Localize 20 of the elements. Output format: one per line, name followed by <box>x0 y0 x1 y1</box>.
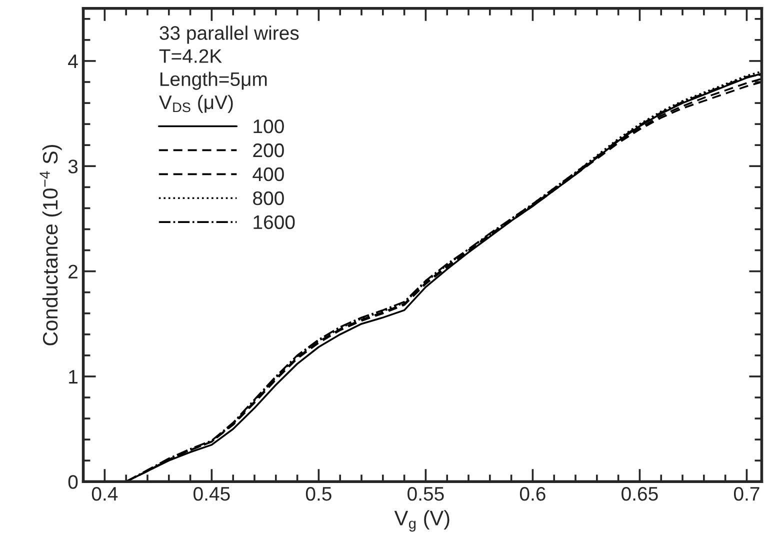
x-tick-label: 0.5 <box>306 486 332 501</box>
legend-label: 100 <box>254 119 284 134</box>
x-axis-title: V$_{g}$ (V) <box>394 510 450 532</box>
y-tick-label: 1 <box>69 370 78 384</box>
x-tick-label: 0.6 <box>520 486 546 501</box>
y-tick-label: 2 <box>68 264 78 278</box>
legend-label: 800 <box>253 191 284 206</box>
x-tick-label: 0.7 <box>734 486 760 501</box>
legend-label: 1600 <box>254 215 295 230</box>
x-tick-label: 0.65 <box>622 486 658 501</box>
y-tick-label: 4 <box>68 54 78 68</box>
x-tick-label: 0.55 <box>408 486 444 501</box>
x-tick-label: 0.45 <box>194 486 230 501</box>
y-tick-label: 3 <box>68 160 78 174</box>
y-axis-title: Conductance (10$^{−4}$ S) <box>40 144 62 346</box>
legend-label: 200 <box>253 143 284 158</box>
y-tick-label: 0 <box>68 475 78 489</box>
legend-title: 33 parallel wires T=4.2K Length=5μm V$_{DS}$ (μV) <box>158 26 299 113</box>
x-tick-label: 0.4 <box>92 486 118 501</box>
legend-label: 400 <box>252 167 284 182</box>
